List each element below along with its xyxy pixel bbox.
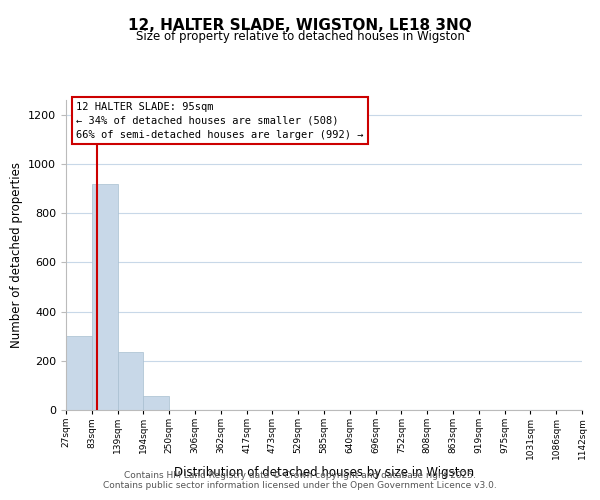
Y-axis label: Number of detached properties: Number of detached properties	[10, 162, 23, 348]
Text: Size of property relative to detached houses in Wigston: Size of property relative to detached ho…	[136, 30, 464, 43]
X-axis label: Distribution of detached houses by size in Wigston: Distribution of detached houses by size …	[174, 466, 474, 479]
Text: Contains HM Land Registry data © Crown copyright and database right 2025.: Contains HM Land Registry data © Crown c…	[124, 471, 476, 480]
Bar	[66, 336, 92, 410]
Text: 12 HALTER SLADE: 95sqm
← 34% of detached houses are smaller (508)
66% of semi-de: 12 HALTER SLADE: 95sqm ← 34% of detached…	[76, 102, 364, 140]
Bar	[118, 352, 143, 410]
Text: Contains public sector information licensed under the Open Government Licence v3: Contains public sector information licen…	[103, 481, 497, 490]
Bar	[143, 396, 169, 410]
Bar	[92, 184, 118, 410]
Text: 12, HALTER SLADE, WIGSTON, LE18 3NQ: 12, HALTER SLADE, WIGSTON, LE18 3NQ	[128, 18, 472, 32]
